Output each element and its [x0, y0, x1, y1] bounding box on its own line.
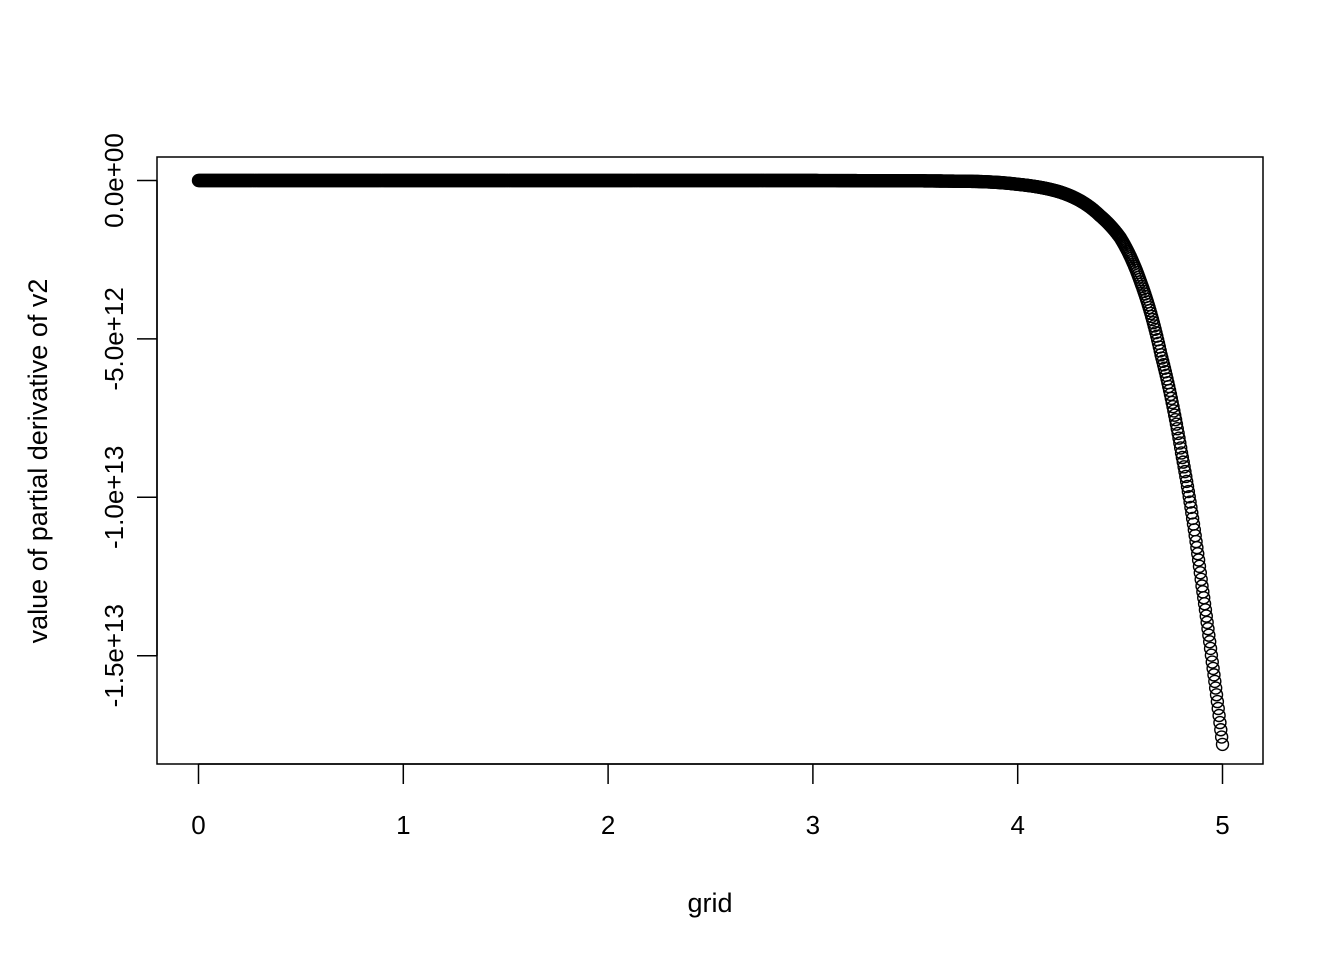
x-tick-label: 2 — [601, 810, 615, 840]
data-point — [1175, 450, 1190, 465]
x-tick-label: 0 — [191, 810, 205, 840]
data-point — [1183, 495, 1197, 509]
data-point — [1168, 412, 1183, 427]
data-point — [1202, 628, 1216, 642]
data-point — [1167, 404, 1181, 418]
data-point — [1172, 431, 1186, 445]
data-point — [1193, 566, 1208, 580]
data-point — [1180, 479, 1195, 494]
data-point — [1191, 547, 1205, 561]
data-point — [1198, 603, 1213, 617]
x-axis: 0 1 2 3 4 5 — [191, 763, 1230, 840]
data-point — [1171, 426, 1185, 441]
data-point — [1206, 661, 1220, 676]
y-tick-label: -5.0e+12 — [99, 287, 129, 390]
data-point — [1210, 694, 1225, 709]
data-point — [1169, 417, 1184, 431]
data-point — [1203, 641, 1218, 656]
plot-frame — [156, 156, 1264, 765]
data-point — [1205, 655, 1219, 669]
data-point — [1179, 469, 1193, 484]
data-point — [1177, 460, 1191, 474]
x-tick-label: 1 — [396, 810, 410, 840]
data-point — [1168, 408, 1182, 422]
data-point — [1173, 441, 1188, 455]
data-point — [1176, 455, 1190, 469]
data-point — [1202, 635, 1217, 649]
data-point — [1174, 446, 1189, 460]
data-point — [1207, 668, 1221, 682]
data-point — [1214, 723, 1228, 737]
data-point — [1211, 701, 1225, 716]
data-point — [1178, 464, 1192, 479]
data-point — [1215, 737, 1230, 752]
data-point — [1184, 500, 1198, 515]
data-point — [1208, 681, 1223, 695]
data-point — [1181, 484, 1196, 499]
data-point — [1191, 553, 1206, 567]
data-point — [1214, 730, 1229, 744]
data-point — [1213, 715, 1227, 730]
data-point — [1192, 559, 1207, 574]
data-point — [1199, 609, 1213, 623]
x-tick-label: 5 — [1215, 810, 1229, 840]
data-point — [1200, 615, 1214, 630]
x-tick-label: 3 — [806, 810, 820, 840]
data-point — [1173, 436, 1187, 450]
data-point — [1182, 490, 1196, 504]
data-point — [1212, 708, 1226, 723]
x-tick-label: 4 — [1010, 810, 1024, 840]
data-point — [1179, 474, 1194, 489]
y-tick-label: -1.5e+13 — [99, 604, 129, 707]
data-point — [1204, 648, 1219, 662]
y-axis: 0.0e+00 -5.0e+12 -1.0e+13 -1.5e+13 — [99, 133, 158, 707]
data-point — [1201, 622, 1215, 636]
data-point — [1194, 572, 1208, 587]
data-points — [191, 173, 1230, 752]
y-tick-label: -1.0e+13 — [99, 446, 129, 549]
y-axis-title: value of partial derivative of v2 — [23, 279, 53, 644]
data-point — [1208, 674, 1222, 689]
data-point — [1170, 422, 1184, 436]
y-tick-label: 0.0e+00 — [99, 133, 129, 228]
x-axis-title: grid — [687, 888, 732, 918]
data-point — [1209, 688, 1224, 702]
